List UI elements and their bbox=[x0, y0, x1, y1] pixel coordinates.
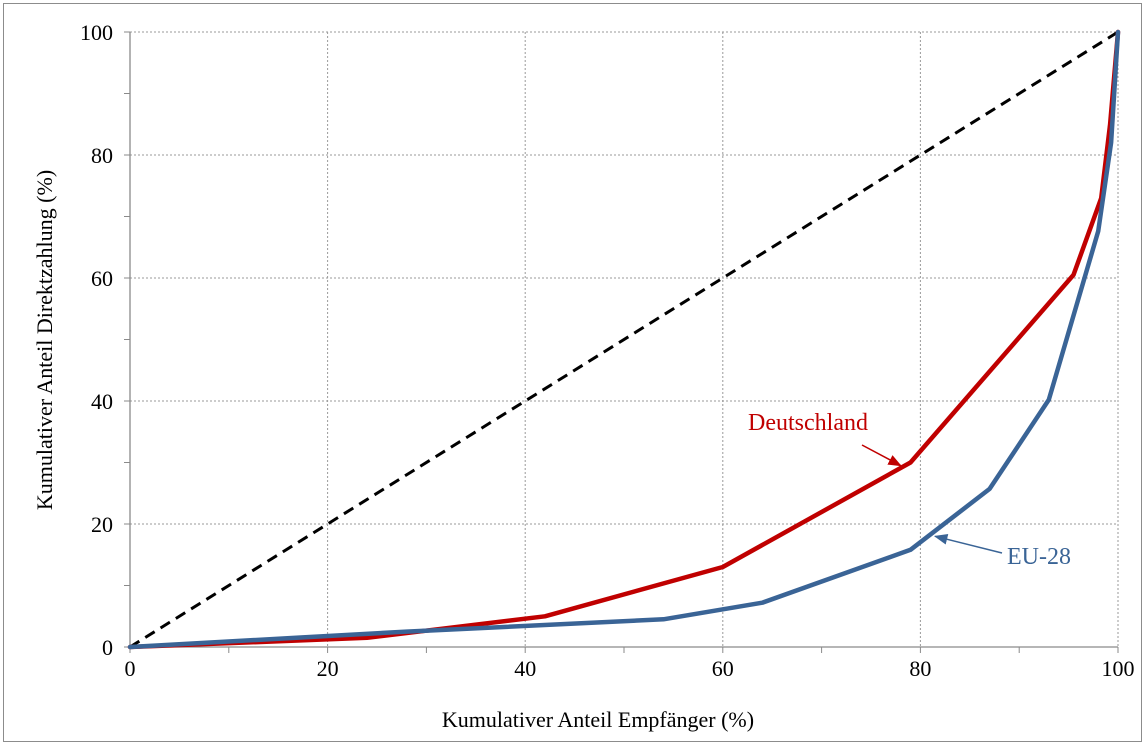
y-tick-label: 40 bbox=[91, 389, 113, 414]
x-tick-label: 0 bbox=[125, 656, 136, 681]
annotation-label-eu-28: EU-28 bbox=[1007, 544, 1071, 570]
y-tick-label: 20 bbox=[91, 512, 113, 537]
x-tick-label: 80 bbox=[909, 656, 931, 681]
y-tick-labels: 0 20 40 60 80 100 bbox=[80, 20, 113, 660]
y-tick-label: 80 bbox=[91, 143, 113, 168]
y-tick-label: 100 bbox=[80, 20, 113, 45]
x-tick-label: 20 bbox=[317, 656, 339, 681]
series-lines bbox=[127, 29, 1121, 650]
annotations: Deutschland EU-28 bbox=[748, 410, 1071, 570]
x-tick-label: 40 bbox=[514, 656, 536, 681]
x-tick-label: 60 bbox=[712, 656, 734, 681]
annotation-arrow bbox=[861, 444, 902, 467]
y-axis-title: Kumulativer Anteil Direktzahlung (%) bbox=[32, 170, 57, 510]
x-axis-title: Kumulativer Anteil Empfänger (%) bbox=[442, 707, 754, 732]
x-tick-label: 100 bbox=[1102, 656, 1135, 681]
y-tick-label: 60 bbox=[91, 266, 113, 291]
series-line-eu-28 bbox=[127, 29, 1121, 650]
annotation-label-deutschland: Deutschland bbox=[748, 410, 868, 436]
axes bbox=[124, 31, 1119, 653]
annotation-arrow bbox=[933, 534, 1003, 554]
x-tick-labels: 0 20 40 60 80 100 bbox=[125, 656, 1135, 681]
chart-frame bbox=[3, 3, 1142, 742]
series-line-gleichverteilung bbox=[129, 30, 1119, 649]
y-tick-label: 0 bbox=[102, 635, 113, 660]
